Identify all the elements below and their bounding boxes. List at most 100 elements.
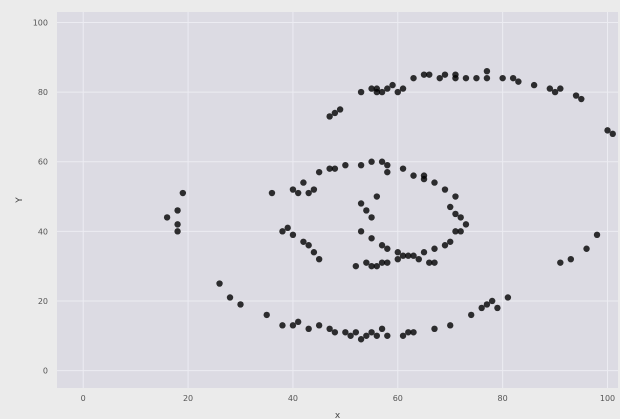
- data-points: [163, 67, 616, 343]
- data-point: [305, 189, 312, 197]
- data-point: [431, 179, 438, 186]
- data-point: [399, 332, 407, 339]
- data-point: [357, 336, 365, 343]
- data-point: [163, 214, 171, 221]
- data-point: [289, 322, 297, 329]
- data-point: [504, 294, 512, 301]
- data-point: [368, 158, 375, 165]
- x-tick-label: 80: [498, 394, 508, 403]
- data-point: [515, 78, 522, 85]
- data-point: [357, 88, 365, 96]
- data-point: [237, 301, 244, 308]
- data-point: [483, 74, 491, 82]
- data-point: [431, 245, 438, 252]
- data-point: [363, 259, 370, 266]
- data-point: [300, 179, 307, 186]
- data-point: [284, 224, 291, 232]
- data-point: [399, 85, 407, 92]
- x-tick-label: 60: [393, 394, 403, 403]
- x-tick-label: 40: [288, 394, 298, 403]
- data-point: [279, 228, 286, 235]
- data-point: [384, 168, 391, 176]
- data-point: [604, 127, 611, 134]
- data-point: [399, 252, 407, 259]
- data-point: [378, 88, 386, 96]
- data-point: [310, 186, 318, 193]
- data-point: [384, 259, 391, 266]
- data-point: [405, 252, 412, 259]
- data-point: [578, 95, 585, 103]
- data-point: [483, 67, 491, 75]
- data-point: [478, 304, 485, 312]
- data-point: [410, 172, 417, 179]
- data-point: [342, 161, 349, 169]
- data-point: [488, 297, 496, 305]
- y-tick-label: 80: [38, 88, 48, 97]
- data-point: [373, 262, 381, 270]
- data-point: [315, 168, 323, 176]
- data-point: [368, 214, 375, 221]
- data-point: [426, 71, 433, 78]
- data-point: [420, 249, 428, 256]
- data-point: [551, 88, 559, 96]
- data-point: [447, 238, 454, 245]
- data-point: [441, 242, 449, 249]
- data-point: [457, 214, 464, 221]
- data-point: [342, 329, 349, 336]
- data-point: [441, 71, 449, 78]
- data-point: [363, 207, 370, 214]
- data-point: [567, 255, 575, 263]
- data-point: [420, 172, 428, 179]
- x-tick-label: 100: [600, 394, 615, 403]
- data-point: [557, 85, 564, 92]
- data-point: [405, 329, 412, 336]
- data-point: [363, 332, 370, 339]
- data-point: [331, 109, 339, 117]
- data-point: [336, 106, 344, 113]
- data-point: [467, 311, 475, 319]
- data-point: [357, 228, 365, 235]
- data-point: [462, 221, 470, 228]
- data-point: [378, 242, 386, 249]
- data-point: [457, 228, 464, 235]
- data-point: [394, 88, 401, 96]
- data-point: [331, 165, 339, 172]
- y-tick-label: 0: [43, 367, 48, 376]
- plot-area: [57, 12, 618, 388]
- data-point: [452, 210, 459, 218]
- data-point: [310, 249, 318, 256]
- data-point: [294, 318, 302, 326]
- data-point: [609, 130, 616, 138]
- data-point: [368, 262, 375, 270]
- data-point: [279, 322, 286, 329]
- data-point: [315, 322, 323, 329]
- data-point: [410, 329, 417, 336]
- data-point: [373, 332, 381, 339]
- x-tick-label: 0: [81, 394, 86, 403]
- data-point: [509, 74, 517, 82]
- data-point: [347, 332, 354, 339]
- data-point: [357, 161, 365, 169]
- data-point: [436, 74, 443, 82]
- data-point: [226, 294, 234, 301]
- x-axis-title: x: [335, 411, 341, 419]
- data-point: [473, 74, 480, 82]
- data-point: [452, 74, 459, 82]
- data-point: [373, 88, 381, 96]
- data-point: [352, 329, 360, 336]
- data-point: [331, 329, 339, 336]
- data-point: [447, 203, 454, 211]
- data-point: [410, 74, 417, 82]
- data-point: [410, 252, 417, 259]
- grid: [57, 12, 618, 388]
- data-point: [557, 259, 564, 266]
- data-point: [357, 200, 365, 207]
- data-point: [378, 158, 386, 165]
- data-point: [483, 301, 491, 308]
- data-point: [384, 85, 391, 92]
- data-point: [389, 81, 396, 89]
- data-point: [368, 85, 375, 92]
- data-point: [452, 228, 459, 235]
